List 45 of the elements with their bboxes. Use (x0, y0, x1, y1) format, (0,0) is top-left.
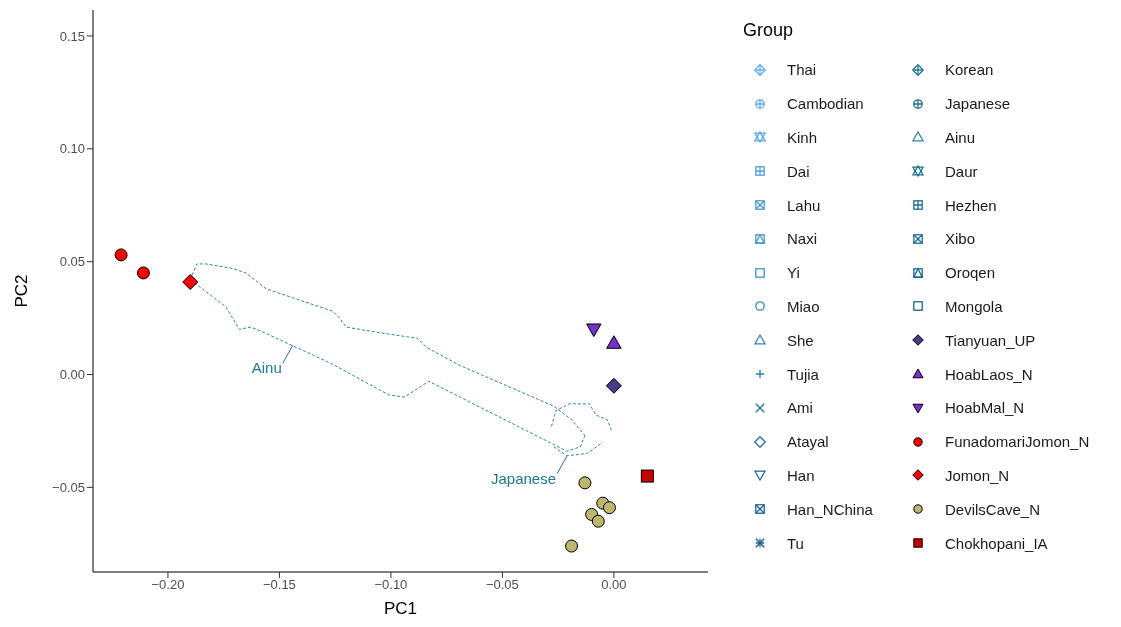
legend-label: Oroqen (945, 264, 996, 282)
y-tick-label: 0.15 (59, 28, 85, 44)
legend-label: Han (787, 466, 815, 484)
legend-label: Chokhopani_IA (945, 534, 1048, 552)
legend-label: Miao (787, 297, 820, 315)
legend-label: Han_NChina (787, 500, 873, 518)
legend-label: Jomon_N (945, 466, 1010, 484)
legend-title: Group (743, 20, 795, 41)
legend-label: Korean (945, 61, 994, 79)
x-tick-label: −0.05 (485, 577, 519, 593)
legend-label: Lahu (787, 196, 821, 214)
x-tick-label: 0.00 (601, 577, 627, 593)
x-tick-label: −0.20 (151, 577, 185, 593)
legend-label: Ami (787, 399, 813, 417)
annotation: Ainu (251, 359, 282, 377)
x-tick-label: −0.15 (262, 577, 296, 593)
legend-label: Xibo (945, 230, 976, 248)
annotation: Japanese (491, 469, 557, 487)
legend-label: Daur (945, 162, 978, 180)
legend-label: HoabMal_N (945, 399, 1025, 417)
legend-label: She (787, 331, 814, 349)
legend-label: Ainu (945, 128, 976, 146)
y-tick-label: 0.05 (59, 254, 85, 270)
legend-label: Kinh (787, 128, 818, 146)
y-tick-label: 0.00 (59, 367, 85, 383)
legend-label: Tujia (787, 365, 819, 383)
legend-label: Tu (787, 534, 804, 552)
legend-label: Cambodian (787, 95, 864, 113)
y-tick-label: −0.05 (52, 479, 85, 495)
legend-label: Yi (787, 264, 800, 282)
legend-label: Tianyuan_UP (945, 331, 1036, 349)
legend-label: DevilsCave_N (945, 500, 1041, 518)
legend-label: Japanese (945, 95, 1011, 113)
legend-label: Naxi (787, 230, 818, 248)
legend-label: Hezhen (945, 196, 997, 214)
legend-label: HoabLaos_N (945, 365, 1033, 383)
y-tick-label: 0.10 (59, 141, 85, 157)
x-tick-label: −0.10 (374, 577, 408, 593)
x-axis-title: PC1 (383, 599, 418, 618)
legend-label: Dai (787, 162, 810, 180)
legend-label: Thai (787, 61, 817, 79)
y-axis-title: PC2 (12, 274, 32, 308)
legend-label: FunadomariJomon_N (945, 433, 1090, 451)
legend-label: Mongola (945, 297, 1003, 315)
legend-label: Atayal (787, 433, 829, 451)
